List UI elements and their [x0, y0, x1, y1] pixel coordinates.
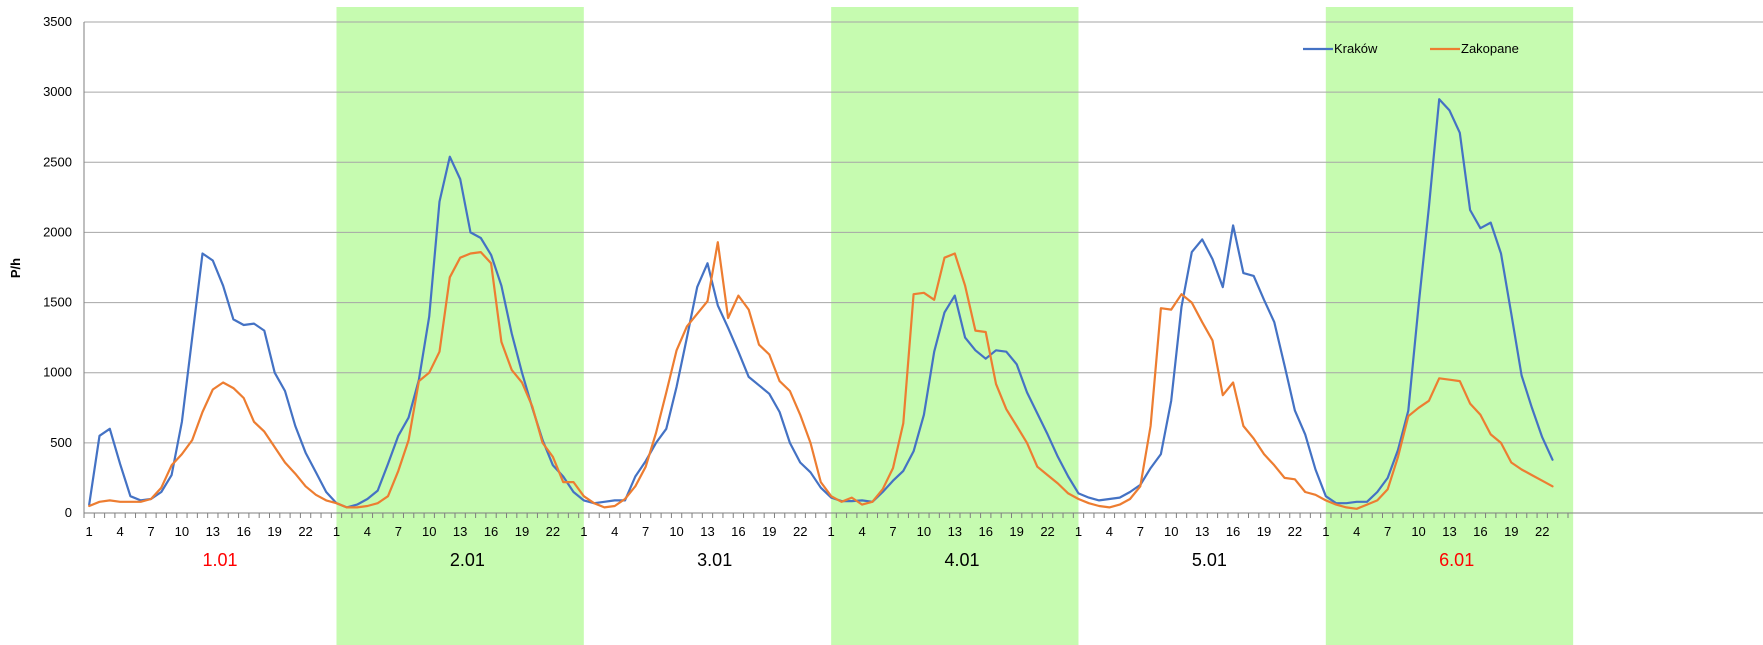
x-tick-label: 13: [1195, 524, 1209, 539]
legend: Kraków Zakopane: [1303, 41, 1519, 56]
x-tick-label: 16: [1473, 524, 1487, 539]
day-label-2.01: 2.01: [450, 550, 485, 570]
x-tick-label: 10: [1164, 524, 1178, 539]
day-label-1.01: 1.01: [203, 550, 238, 570]
y-tick-label: 0: [65, 505, 72, 520]
x-tick-label: 4: [611, 524, 618, 539]
y-tick-label: 500: [50, 435, 72, 450]
x-tick-label: 19: [762, 524, 776, 539]
y-tick-label: 1000: [43, 365, 72, 380]
weekday-highlight-bands: [336, 7, 1574, 645]
x-tick-label: 1: [1075, 524, 1082, 539]
axes: [83, 22, 1763, 518]
x-tick-label: 10: [917, 524, 931, 539]
x-tick-label: 7: [1384, 524, 1391, 539]
day-labels: 1.01 2.01 3.01 4.01 5.01 6.01: [203, 550, 1475, 570]
x-tick-label: 4: [858, 524, 865, 539]
highlight-band-4.01: [831, 7, 1079, 645]
x-tick-label: 22: [1040, 524, 1054, 539]
day-label-5.01: 5.01: [1192, 550, 1227, 570]
y-tick-label: 2000: [43, 224, 72, 239]
x-tick-label: 22: [298, 524, 312, 539]
x-tick-label: 22: [793, 524, 807, 539]
series-line-0: [88, 98, 1554, 509]
x-tick-label: 4: [116, 524, 123, 539]
x-tick-label: 4: [364, 524, 371, 539]
x-tick-label: 4: [1106, 524, 1113, 539]
x-tick-label: 1: [1322, 524, 1329, 539]
x-tick-label: 10: [422, 524, 436, 539]
x-tick-label: 13: [948, 524, 962, 539]
x-tick-label: 10: [1411, 524, 1425, 539]
y-axis-label: P/h: [8, 258, 23, 278]
x-tick-label: 1: [86, 524, 93, 539]
legend-label-0: Kraków: [1334, 41, 1378, 56]
x-tick-label: 22: [1535, 524, 1549, 539]
x-tick-label: 4: [1353, 524, 1360, 539]
y-tick-labels: 0 500 1000 1500 2000 2500 3000 3500: [43, 14, 72, 520]
day-label-3.01: 3.01: [697, 550, 732, 570]
x-tick-label: 7: [395, 524, 402, 539]
x-tick-label: 16: [484, 524, 498, 539]
x-tick-label: 13: [700, 524, 714, 539]
x-tick-label: 7: [642, 524, 649, 539]
x-tick-label: 13: [206, 524, 220, 539]
highlight-band-2.01: [336, 7, 584, 645]
x-tick-labels: 1 4 7 10 13 16 19 22 1 4 7 10 13 16 19 22 1 4 7 10 13 16 19 22 1…: [86, 524, 1550, 539]
x-tick-label: 10: [175, 524, 189, 539]
x-tick-label: 22: [1288, 524, 1302, 539]
x-tick-label: 19: [1257, 524, 1271, 539]
x-tick-label: 7: [147, 524, 154, 539]
y-tick-label: 3000: [43, 84, 72, 99]
x-tick-label: 19: [1504, 524, 1518, 539]
series-lines: [88, 98, 1554, 510]
x-tick-label: 19: [1009, 524, 1023, 539]
x-tick-label: 1: [828, 524, 835, 539]
x-tick-label: 1: [333, 524, 340, 539]
highlight-band-6.01: [1325, 7, 1574, 645]
day-label-6.01: 6.01: [1439, 550, 1474, 570]
series-line-1: [88, 241, 1554, 510]
x-tick-label: 16: [979, 524, 993, 539]
x-tick-label: 16: [731, 524, 745, 539]
x-tick-label: 13: [1442, 524, 1456, 539]
y-tick-label: 1500: [43, 295, 72, 310]
day-label-4.01: 4.01: [945, 550, 980, 570]
x-tick-label: 16: [1226, 524, 1240, 539]
x-tick-label: 7: [889, 524, 896, 539]
x-tick-label: 7: [1137, 524, 1144, 539]
y-tick-label: 2500: [43, 154, 72, 169]
x-tick-label: 19: [267, 524, 281, 539]
x-tick-label: 10: [669, 524, 683, 539]
x-tick-label: 22: [546, 524, 560, 539]
x-tick-label: 1: [580, 524, 587, 539]
x-tick-label: 19: [515, 524, 529, 539]
y-tick-label: 3500: [43, 14, 72, 29]
x-tick-label: 16: [237, 524, 251, 539]
x-tick-label: 13: [453, 524, 467, 539]
legend-label-1: Zakopane: [1461, 41, 1519, 56]
